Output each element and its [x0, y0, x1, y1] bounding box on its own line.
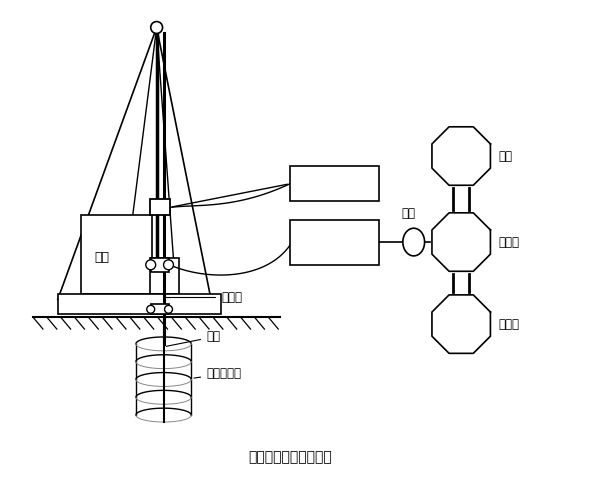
Text: 旋喷固结体: 旋喷固结体	[194, 367, 241, 380]
Text: 高压泥浆
泵: 高压泥浆 泵	[321, 229, 349, 256]
Text: 喷头: 喷头	[166, 330, 220, 346]
Polygon shape	[432, 295, 490, 353]
Polygon shape	[432, 213, 490, 271]
Circle shape	[147, 305, 155, 313]
Circle shape	[163, 260, 174, 270]
Text: 水箱: 水箱	[499, 150, 513, 163]
Text: 浆桶: 浆桶	[402, 207, 416, 220]
Circle shape	[146, 260, 156, 270]
Polygon shape	[432, 127, 490, 185]
Bar	[150, 258, 179, 294]
Bar	[151, 258, 168, 272]
Bar	[58, 294, 221, 314]
Bar	[81, 215, 152, 294]
Ellipse shape	[403, 228, 425, 256]
Text: 二重管旋喷注浆示意图: 二重管旋喷注浆示意图	[248, 451, 332, 464]
Text: 搅拌机: 搅拌机	[499, 236, 520, 248]
Bar	[151, 304, 168, 314]
Circle shape	[151, 22, 163, 34]
Text: 空压机: 空压机	[324, 177, 345, 190]
Bar	[290, 166, 379, 201]
Circle shape	[165, 305, 172, 313]
Text: 注浆管: 注浆管	[163, 291, 242, 304]
Bar	[290, 220, 379, 265]
Text: 钻机: 钻机	[95, 251, 110, 264]
Text: 水泥仓: 水泥仓	[499, 318, 520, 330]
Bar	[150, 199, 169, 215]
